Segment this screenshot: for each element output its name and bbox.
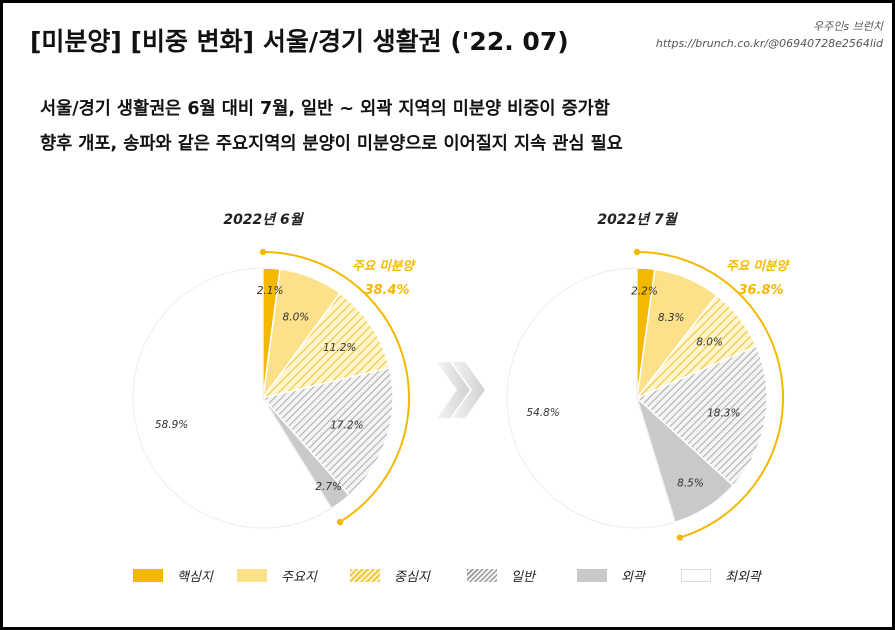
pie-slice-최외곽	[132, 267, 333, 529]
legend-item-핵심지: 핵심지	[133, 566, 213, 585]
slice-value-label: 18.3%	[707, 407, 740, 419]
slice-value-label: 2.7%	[315, 481, 342, 493]
legend-item-중심지: 중심지	[350, 566, 430, 585]
arc-end-dot	[336, 518, 344, 526]
pie-slice-최외곽	[506, 267, 676, 529]
slice-value-label: 2.1%	[257, 285, 284, 297]
legend-swatch	[237, 569, 267, 582]
slice-value-label: 8.5%	[677, 478, 704, 490]
slice-value-label: 8.3%	[658, 312, 685, 324]
slice-value-label: 8.0%	[283, 311, 310, 323]
legend-item-주요지: 주요지	[237, 566, 317, 585]
slice-value-label: 2.2%	[631, 285, 658, 297]
slice-value-label: 8.0%	[696, 337, 723, 349]
summary-line-1: 서울/경기 생활권은 6월 대비 7월, 일반 ~ 외곽 지역의 미분양 비중이…	[40, 99, 610, 119]
legend-swatch	[350, 569, 380, 582]
slice-value-label: 11.2%	[323, 342, 356, 354]
legend-swatch	[133, 569, 163, 582]
arc-start-dot	[633, 248, 641, 256]
legend-swatch	[467, 569, 497, 582]
chart-legend: 핵심지 주요지 중심지 일반 외곽 최외곽	[0, 560, 895, 590]
legend-label: 최외곽	[725, 570, 761, 585]
slice-value-label: 58.9%	[155, 419, 188, 431]
slice-value-label: 17.2%	[330, 420, 363, 432]
annotation-value: 36.8%	[738, 283, 783, 298]
major-unsold-arc	[262, 251, 411, 523]
brand-name: 우주인s 브런치	[813, 20, 883, 33]
legend-label: 외곽	[621, 570, 645, 585]
slice-value-label: 54.8%	[526, 407, 559, 419]
legend-label: 중심지	[394, 570, 430, 585]
legend-item-최외곽: 최외곽	[681, 566, 761, 585]
page-title: [미분양] [비중 변화] 서울/경기 생활권 ('22. 07)	[30, 27, 569, 56]
legend-item-외곽: 외곽	[577, 566, 645, 585]
annotation-label: 주요 미분양	[352, 258, 416, 273]
arc-end-dot	[676, 534, 684, 541]
pie-slice-일반	[261, 366, 394, 497]
annotation-label: 주요 미분양	[726, 258, 790, 273]
legend-swatch	[577, 569, 607, 582]
legend-label: 핵심지	[177, 570, 213, 585]
brand-url: https://brunch.co.kr/@06940728e2564lid	[655, 37, 883, 50]
pie-slice-일반	[635, 345, 768, 487]
legend-swatch	[681, 569, 711, 582]
summary-line-2: 향후 개포, 송파와 같은 주요지역의 분양이 미분양으로 이어질지 지속 관심…	[40, 134, 623, 154]
brand-block: 우주인s 브런치 https://brunch.co.kr/@06940728e…	[656, 18, 883, 52]
legend-label: 일반	[511, 570, 535, 585]
legend-item-일반: 일반	[467, 566, 535, 585]
legend-label: 주요지	[281, 570, 317, 585]
annotation-value: 38.4%	[364, 283, 409, 298]
arc-start-dot	[259, 248, 267, 256]
pie-slice-중심지	[261, 292, 391, 400]
chart-title: 2022년 7월	[597, 212, 678, 228]
chart-title: 2022년 6월	[223, 212, 304, 228]
major-unsold-arc	[636, 251, 784, 539]
chevron-right-icon	[437, 362, 485, 418]
